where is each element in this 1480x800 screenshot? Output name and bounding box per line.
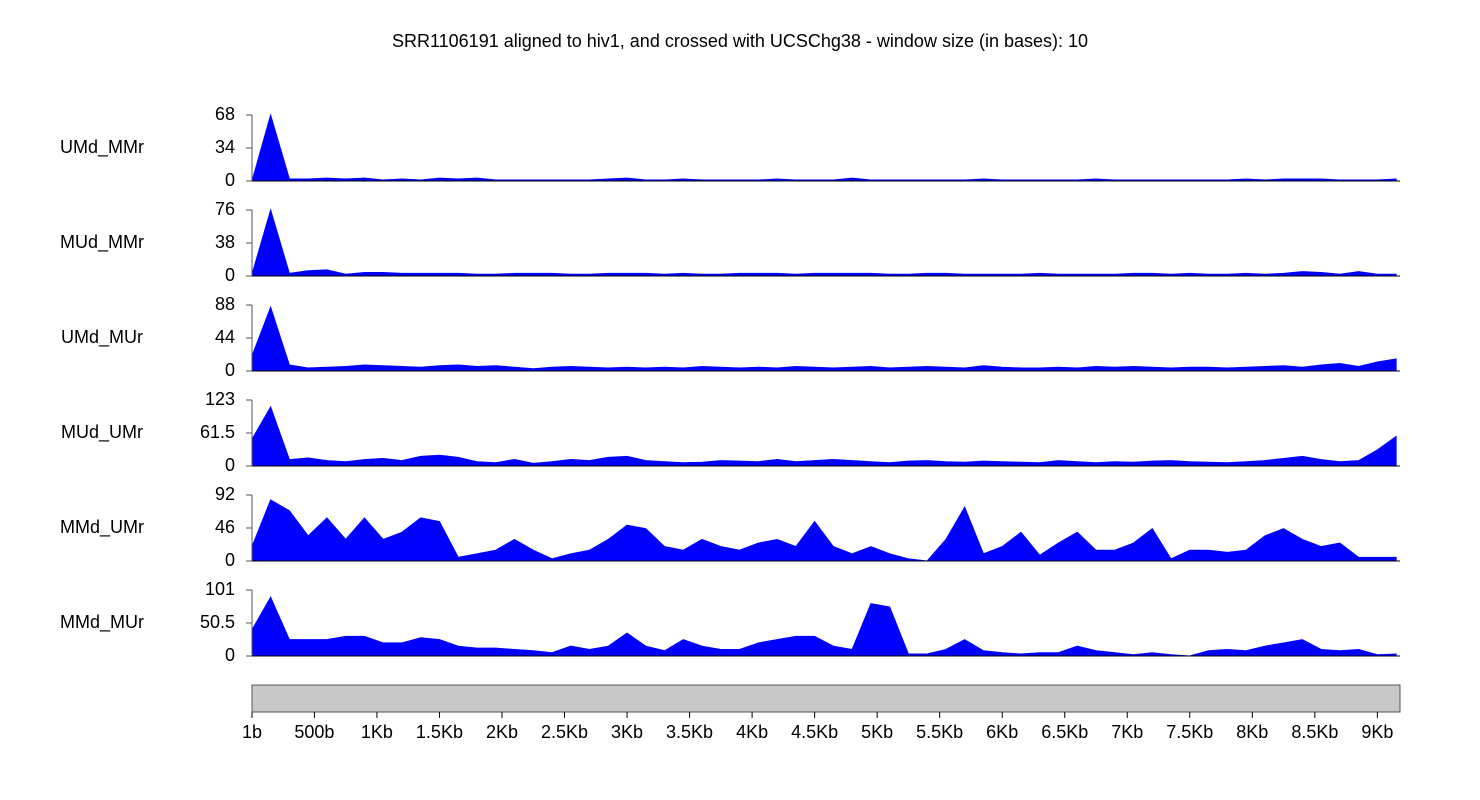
y-tick-label: 123 [205,389,235,409]
y-tick-label: 50.5 [200,612,235,632]
y-tick-label: 92 [215,484,235,504]
x-tick-label: 6.5Kb [1041,722,1088,742]
x-tick-label: 1.5Kb [416,722,463,742]
x-tick-label: 4Kb [736,722,768,742]
y-tick-label: 76 [215,199,235,219]
y-tick-label: 88 [215,294,235,314]
y-tick-label: 0 [225,645,235,665]
y-tick-label: 0 [225,360,235,380]
y-tick-label: 0 [225,170,235,190]
y-tick-label: 0 [225,550,235,570]
x-tick-label: 8Kb [1236,722,1268,742]
track-label: UMd_MUr [61,327,143,348]
y-tick-label: 101 [205,579,235,599]
x-tick-label: 7Kb [1111,722,1143,742]
x-tick-label: 3Kb [611,722,643,742]
x-tick-label: 8.5Kb [1291,722,1338,742]
y-tick-label: 38 [215,232,235,252]
track-label: MUd_UMr [61,422,143,443]
y-tick-label: 0 [225,265,235,285]
area [251,113,1397,182]
x-tick-label: 6Kb [986,722,1018,742]
x-tick-label: 3.5Kb [666,722,713,742]
x-tick-label: 5.5Kb [916,722,963,742]
track-label: MMd_MUr [60,612,144,633]
x-tick-label: 5Kb [861,722,893,742]
track-label: MMd_UMr [60,517,144,538]
x-tick-label: 4.5Kb [791,722,838,742]
y-tick-label: 0 [225,455,235,475]
y-tick-label: 61.5 [200,422,235,442]
area [251,305,1397,372]
area [251,208,1397,277]
x-tick-label: 1Kb [361,722,393,742]
chart-title: SRR1106191 aligned to hiv1, and crossed … [392,31,1088,51]
x-tick-label: 1b [242,722,262,742]
y-tick-label: 46 [215,517,235,537]
y-tick-label: 34 [215,137,235,157]
area [251,405,1397,467]
y-tick-label: 68 [215,104,235,124]
x-tick-label: 2Kb [486,722,518,742]
x-tick-label: 7.5Kb [1166,722,1213,742]
area [251,596,1397,657]
track-label: MUd_MMr [60,232,144,253]
track-label: UMd_MMr [60,137,144,158]
x-tick-label: 9Kb [1361,722,1393,742]
x-tick-label: 500b [294,722,334,742]
x-tick-label: 2.5Kb [541,722,588,742]
area [251,499,1397,562]
genome-bar [251,684,1401,713]
y-tick-label: 44 [215,327,235,347]
